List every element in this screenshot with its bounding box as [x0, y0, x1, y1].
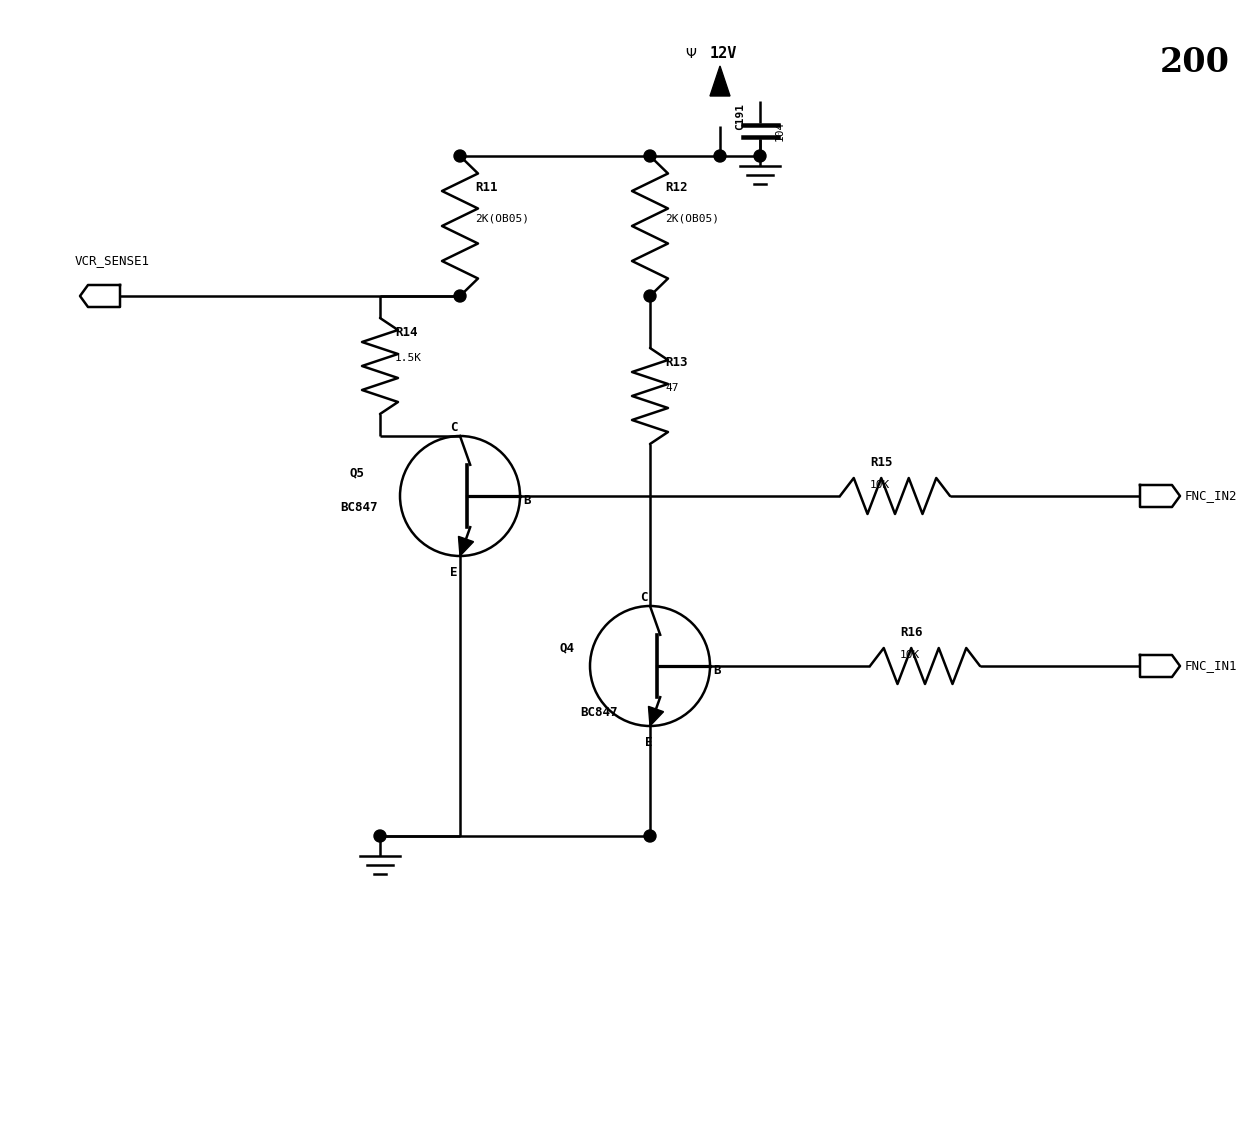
Text: 1.5K: 1.5K: [395, 353, 422, 364]
Text: 2K(OB05): 2K(OB05): [475, 214, 529, 223]
Circle shape: [374, 830, 386, 842]
Text: R12: R12: [665, 181, 688, 194]
Text: E: E: [450, 566, 458, 579]
Text: B: B: [712, 665, 720, 677]
Text: R15: R15: [870, 456, 892, 469]
Text: Q4: Q4: [560, 641, 575, 654]
Polygon shape: [710, 66, 730, 97]
Circle shape: [754, 150, 766, 162]
Text: 12V: 12V: [710, 45, 737, 61]
Circle shape: [454, 290, 466, 302]
Text: $\Psi$: $\Psi$: [685, 47, 698, 61]
Circle shape: [714, 150, 726, 162]
Text: R14: R14: [395, 326, 418, 339]
Polygon shape: [459, 536, 474, 556]
Text: 2K(OB05): 2K(OB05): [665, 214, 719, 223]
Circle shape: [454, 150, 466, 162]
Text: Q5: Q5: [350, 466, 365, 479]
Polygon shape: [649, 707, 664, 726]
Text: FNC_IN1: FNC_IN1: [1185, 660, 1238, 673]
Text: B: B: [522, 494, 530, 507]
Circle shape: [644, 150, 656, 162]
Text: 10K: 10K: [900, 650, 920, 660]
Text: 200: 200: [1160, 45, 1230, 80]
Circle shape: [644, 290, 656, 302]
Text: BC847: BC847: [340, 501, 377, 513]
Text: FNC_IN2: FNC_IN2: [1185, 490, 1238, 502]
Text: R13: R13: [665, 356, 688, 369]
Text: 104: 104: [775, 120, 785, 141]
Text: C: C: [450, 421, 458, 434]
Circle shape: [644, 830, 656, 842]
Text: R16: R16: [900, 626, 922, 640]
Text: 10K: 10K: [870, 481, 890, 490]
Text: 47: 47: [665, 383, 679, 393]
Text: C: C: [640, 591, 648, 604]
Text: VCR_SENSE1: VCR_SENSE1: [75, 254, 150, 267]
Text: C191: C191: [735, 102, 745, 130]
Text: E: E: [645, 736, 652, 749]
Text: R11: R11: [475, 181, 498, 194]
Text: BC847: BC847: [580, 705, 618, 719]
